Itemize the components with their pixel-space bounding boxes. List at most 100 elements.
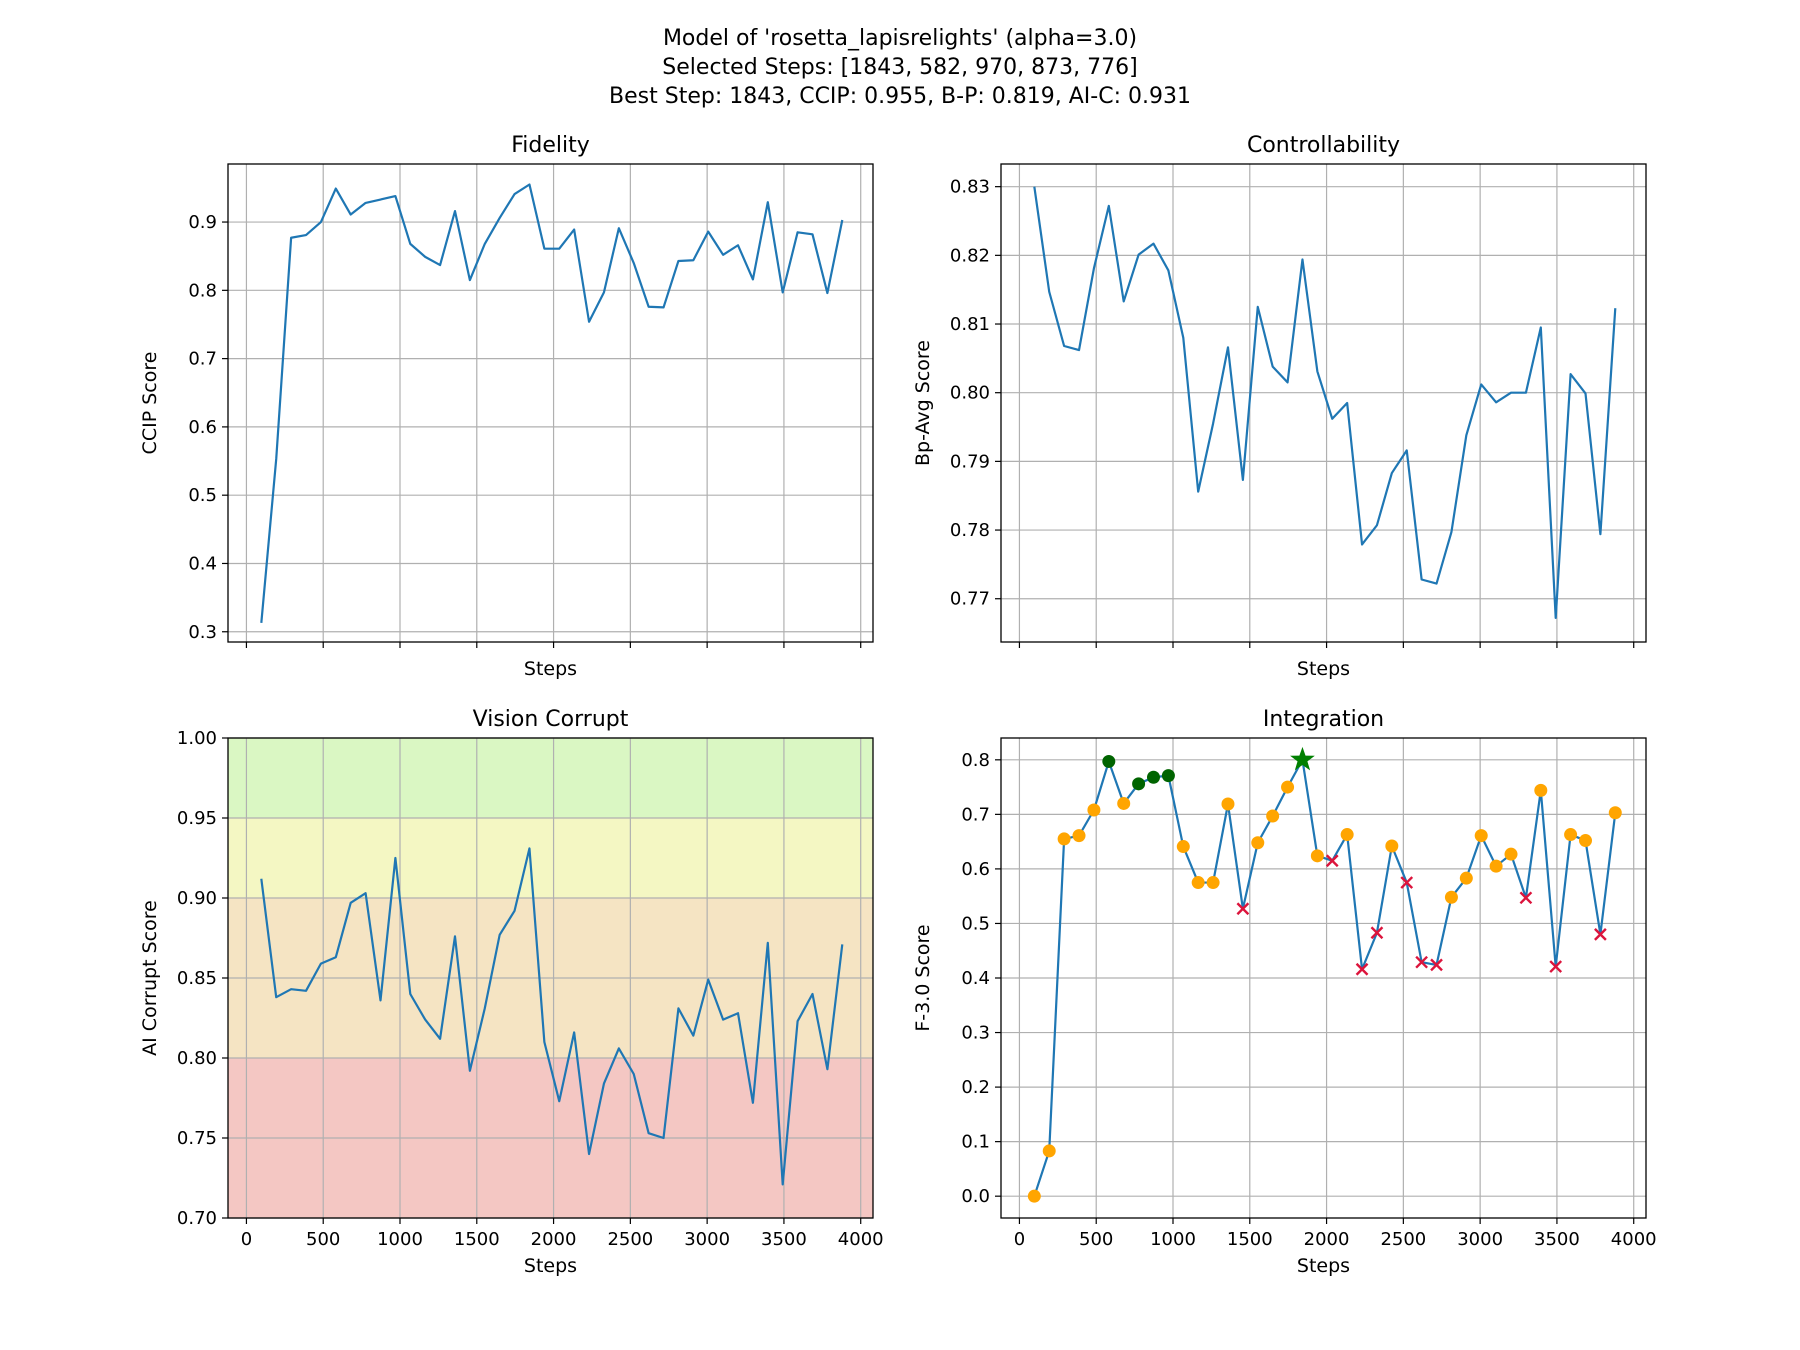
vision-corrupt-x-tick-label: 1000 <box>377 1229 423 1250</box>
integration-x-tick-label: 3000 <box>1457 1229 1503 1250</box>
integration-y-tick-label: 0.1 <box>961 1132 990 1153</box>
integration-point <box>1191 876 1205 890</box>
controllability-y-tick-label: 0.81 <box>950 314 990 335</box>
vision-corrupt-x-tick-label: 1500 <box>454 1229 500 1250</box>
integration-y-tick-label: 0.6 <box>961 859 990 880</box>
integration-point <box>1266 809 1280 823</box>
integration-panel: 0 500 1000 1500 2000 2500 3000 3500 4000 0.0 0.1 0.… <box>912 707 1657 1277</box>
fidelity-axes-frame <box>227 163 874 643</box>
vision-corrupt-band-3 <box>228 738 873 818</box>
fidelity-y-tick-label: 0.3 <box>188 622 217 643</box>
integration-x-axis-label: Steps <box>1297 1255 1350 1277</box>
integration-point <box>1087 803 1101 817</box>
integration-y-tick-label: 0.8 <box>961 750 990 771</box>
controllability-y-tick-label: 0.83 <box>950 177 990 198</box>
integration-selected-point <box>1132 777 1146 791</box>
integration-y-tick-label: 0.0 <box>961 1186 990 1207</box>
integration-y-tick-label: 0.2 <box>961 1077 990 1098</box>
integration-x-tick-label: 0 <box>1014 1229 1025 1250</box>
fidelity-y-tick-label: 0.9 <box>188 212 217 233</box>
controllability-y-tick-label: 0.82 <box>950 245 990 266</box>
controllability-y-tick-label: 0.77 <box>950 589 990 610</box>
integration-x-tick-label: 2500 <box>1380 1229 1426 1250</box>
integration-x-tick-label: 1500 <box>1227 1229 1273 1250</box>
integration-rejected-point <box>1594 928 1607 941</box>
integration-point <box>1072 829 1086 843</box>
fidelity-y-axis-label: CCIP Score <box>139 352 161 455</box>
controllability-x-axis-label: Steps <box>1297 658 1350 680</box>
vision-corrupt-y-tick-label: 0.70 <box>177 1208 217 1229</box>
integration-point <box>1340 828 1354 842</box>
vision-corrupt-x-tick-label: 0 <box>241 1229 252 1250</box>
integration-point <box>1489 859 1503 873</box>
integration-rejected-point <box>1236 902 1250 916</box>
integration-x-tick-label: 1000 <box>1150 1229 1196 1250</box>
integration-y-tick-label: 0.7 <box>961 804 990 825</box>
integration-point <box>1474 829 1488 843</box>
integration-point <box>1444 890 1458 904</box>
integration-rejected-point <box>1355 962 1369 976</box>
suptitle-line-3: Best Step: 1843, CCIP: 0.955, B-P: 0.819… <box>609 84 1191 109</box>
integration-x-tick-label: 4000 <box>1611 1229 1657 1250</box>
fidelity-y-tick-label: 0.4 <box>188 553 217 574</box>
fidelity-y-tick-label: 0.6 <box>188 417 217 438</box>
panels: 0.3 0.4 0.5 0.6 0.7 0.8 0.9 Fidelity Steps CCIP S… <box>139 133 1657 1277</box>
vision-corrupt-panel: 0 500 1000 1500 2000 2500 3000 3500 4000 0.70 0.75… <box>139 707 884 1277</box>
integration-point <box>1176 840 1190 854</box>
vision-corrupt-x-tick-label: 3000 <box>684 1229 730 1250</box>
controllability-y-axis-label: Bp-Avg Score <box>912 340 934 466</box>
integration-title: Integration <box>1263 707 1384 732</box>
integration-x-tick-label: 2000 <box>1304 1229 1350 1250</box>
integration-point <box>1027 1189 1041 1203</box>
integration-rejected-point <box>1430 958 1443 972</box>
vision-corrupt-y-axis-label: AI Corrupt Score <box>139 900 161 1056</box>
integration-rejected-point <box>1549 960 1563 973</box>
vision-corrupt-x-tick-label: 3500 <box>761 1229 807 1250</box>
vision-corrupt-title: Vision Corrupt <box>473 707 629 732</box>
fidelity-panel: 0.3 0.4 0.5 0.6 0.7 0.8 0.9 Fidelity Steps CCIP S… <box>139 133 874 680</box>
integration-point <box>1459 871 1473 885</box>
integration-x-tick-label: 3500 <box>1534 1229 1580 1250</box>
integration-point <box>1385 839 1399 853</box>
suptitle-line-1: Model of 'rosetta_lapisrelights' (alpha=… <box>663 26 1137 51</box>
integration-point <box>1057 832 1071 846</box>
integration-rejected-point <box>1325 854 1339 868</box>
integration-selected-point <box>1146 770 1160 784</box>
fidelity-y-tick-label: 0.8 <box>188 280 217 301</box>
integration-point <box>1608 806 1622 820</box>
controllability-panel: 0.77 0.78 0.79 0.80 0.81 0.82 0.83 Controllabil… <box>912 133 1647 680</box>
integration-selected-point <box>1161 769 1175 783</box>
integration-point <box>1251 836 1265 850</box>
integration-y-axis-label: F-3.0 Score <box>912 924 934 1031</box>
fidelity-y-tick-label: 0.7 <box>188 349 217 370</box>
integration-y-tick-label: 0.3 <box>961 1023 990 1044</box>
controllability-y-tick-label: 0.79 <box>950 451 990 472</box>
integration-best-point <box>1290 746 1315 771</box>
vision-corrupt-x-tick-label: 500 <box>306 1229 340 1250</box>
vision-corrupt-y-tick-label: 0.85 <box>177 968 217 989</box>
vision-corrupt-y-tick-label: 1.00 <box>177 728 217 749</box>
controllability-axes-frame <box>1000 163 1647 643</box>
integration-point <box>1117 796 1131 810</box>
integration-point <box>1281 780 1295 794</box>
vision-corrupt-band-2 <box>228 818 873 898</box>
controllability-y-tick-label: 0.80 <box>950 383 990 404</box>
integration-y-tick-label: 0.4 <box>961 968 990 989</box>
integration-point <box>1206 876 1220 890</box>
vision-corrupt-x-tick-label: 4000 <box>838 1229 884 1250</box>
vision-corrupt-y-tick-label: 0.90 <box>177 888 217 909</box>
controllability-y-tick-label: 0.78 <box>950 520 990 541</box>
integration-rejected-point <box>1400 876 1414 889</box>
integration-rejected-point <box>1370 926 1384 940</box>
integration-point <box>1504 847 1518 861</box>
controllability-title: Controllability <box>1247 133 1400 158</box>
integration-point <box>1221 797 1235 811</box>
integration-y-tick-label: 0.5 <box>961 913 990 934</box>
vision-corrupt-x-tick-label: 2000 <box>531 1229 577 1250</box>
integration-rejected-point <box>1519 891 1533 905</box>
fidelity-y-tick-label: 0.5 <box>188 485 217 506</box>
vision-corrupt-x-axis-label: Steps <box>524 1255 577 1277</box>
integration-point <box>1534 783 1548 797</box>
integration-selected-point <box>1102 754 1116 768</box>
